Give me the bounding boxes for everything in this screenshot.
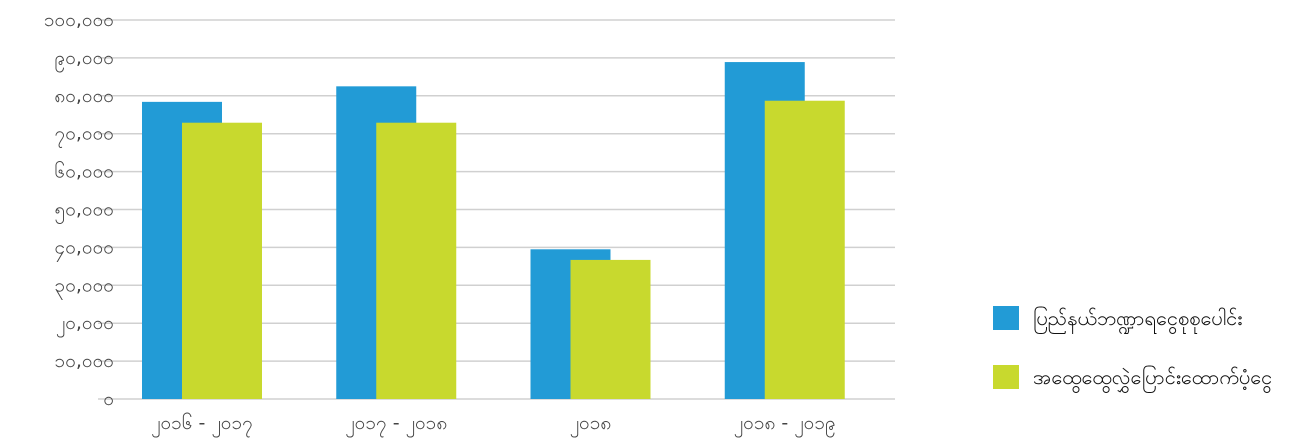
y-tick-label: ၆၀,၀၀၀ [55,160,114,183]
bar-series2-0 [182,122,262,400]
legend-swatch [993,306,1019,330]
y-tick-label: ၈၀,၀၀၀ [54,85,114,107]
bar-series2-2 [570,259,651,399]
x-axis-ticks: ၂၀၁၆ - ၂၀၁၇ ၂၀၁၇ - ၂၀၁၈ ၂၀၁၈ ၂၀၁၈ - ၂၀၁၉ [151,411,836,438]
y-tick-label: ၄၀,၀၀၀ [55,236,114,262]
legend-label: ပြည်နယ်ဘဏ္ဍာရငွေစုစုပေါင်း [1033,306,1242,334]
x-category-label: ၂၀၁၇ - ၂၀၁၈ [345,412,447,438]
legend-label: အထွေထွေလွှဲပြောင်းထောက်ပံ့ငွေ [1033,365,1272,393]
legend-swatch [993,365,1019,389]
y-tick-label: ၁၀၀,၀၀၀ [44,9,114,31]
y-axis-ticks: ၀ ၁၀,၀၀၀ ၂၀,၀၀၀ ၃၀,၀၀၀ ၄၀,၀၀၀ ၅၀,၀၀၀ ၆၀,၀၀၀ ၇၀,… [44,9,114,410]
bars [142,62,845,400]
y-tick-label: ၂၀,၀၀၀ [56,312,114,338]
x-category-label: ၂၀၁၈ [570,412,612,438]
y-tick-label: ၅၀,၀၀၀ [55,199,114,225]
x-category-label: ၂၀၁၈ - ၂၀၁၉ [734,412,836,438]
x-category-label: ၂၀၁၆ - ၂၀၁၇ [151,411,253,438]
y-tick-label: ၇၀,၀၀၀ [55,123,114,149]
y-tick-label: ၁၀,၀၀၀ [55,350,114,372]
y-tick-label: ၉၀,၀၀၀ [55,47,114,73]
bar-series2-1 [376,122,457,400]
y-tick-label: ၀ [103,388,114,410]
legend: ပြည်နယ်ဘဏ္ဍာရငွေစုစုပေါင်းအထွေထွေလွှဲပြေ… [993,306,1272,393]
bar-series2-3 [764,100,845,400]
y-tick-label: ၃၀,၀၀၀ [55,274,114,300]
